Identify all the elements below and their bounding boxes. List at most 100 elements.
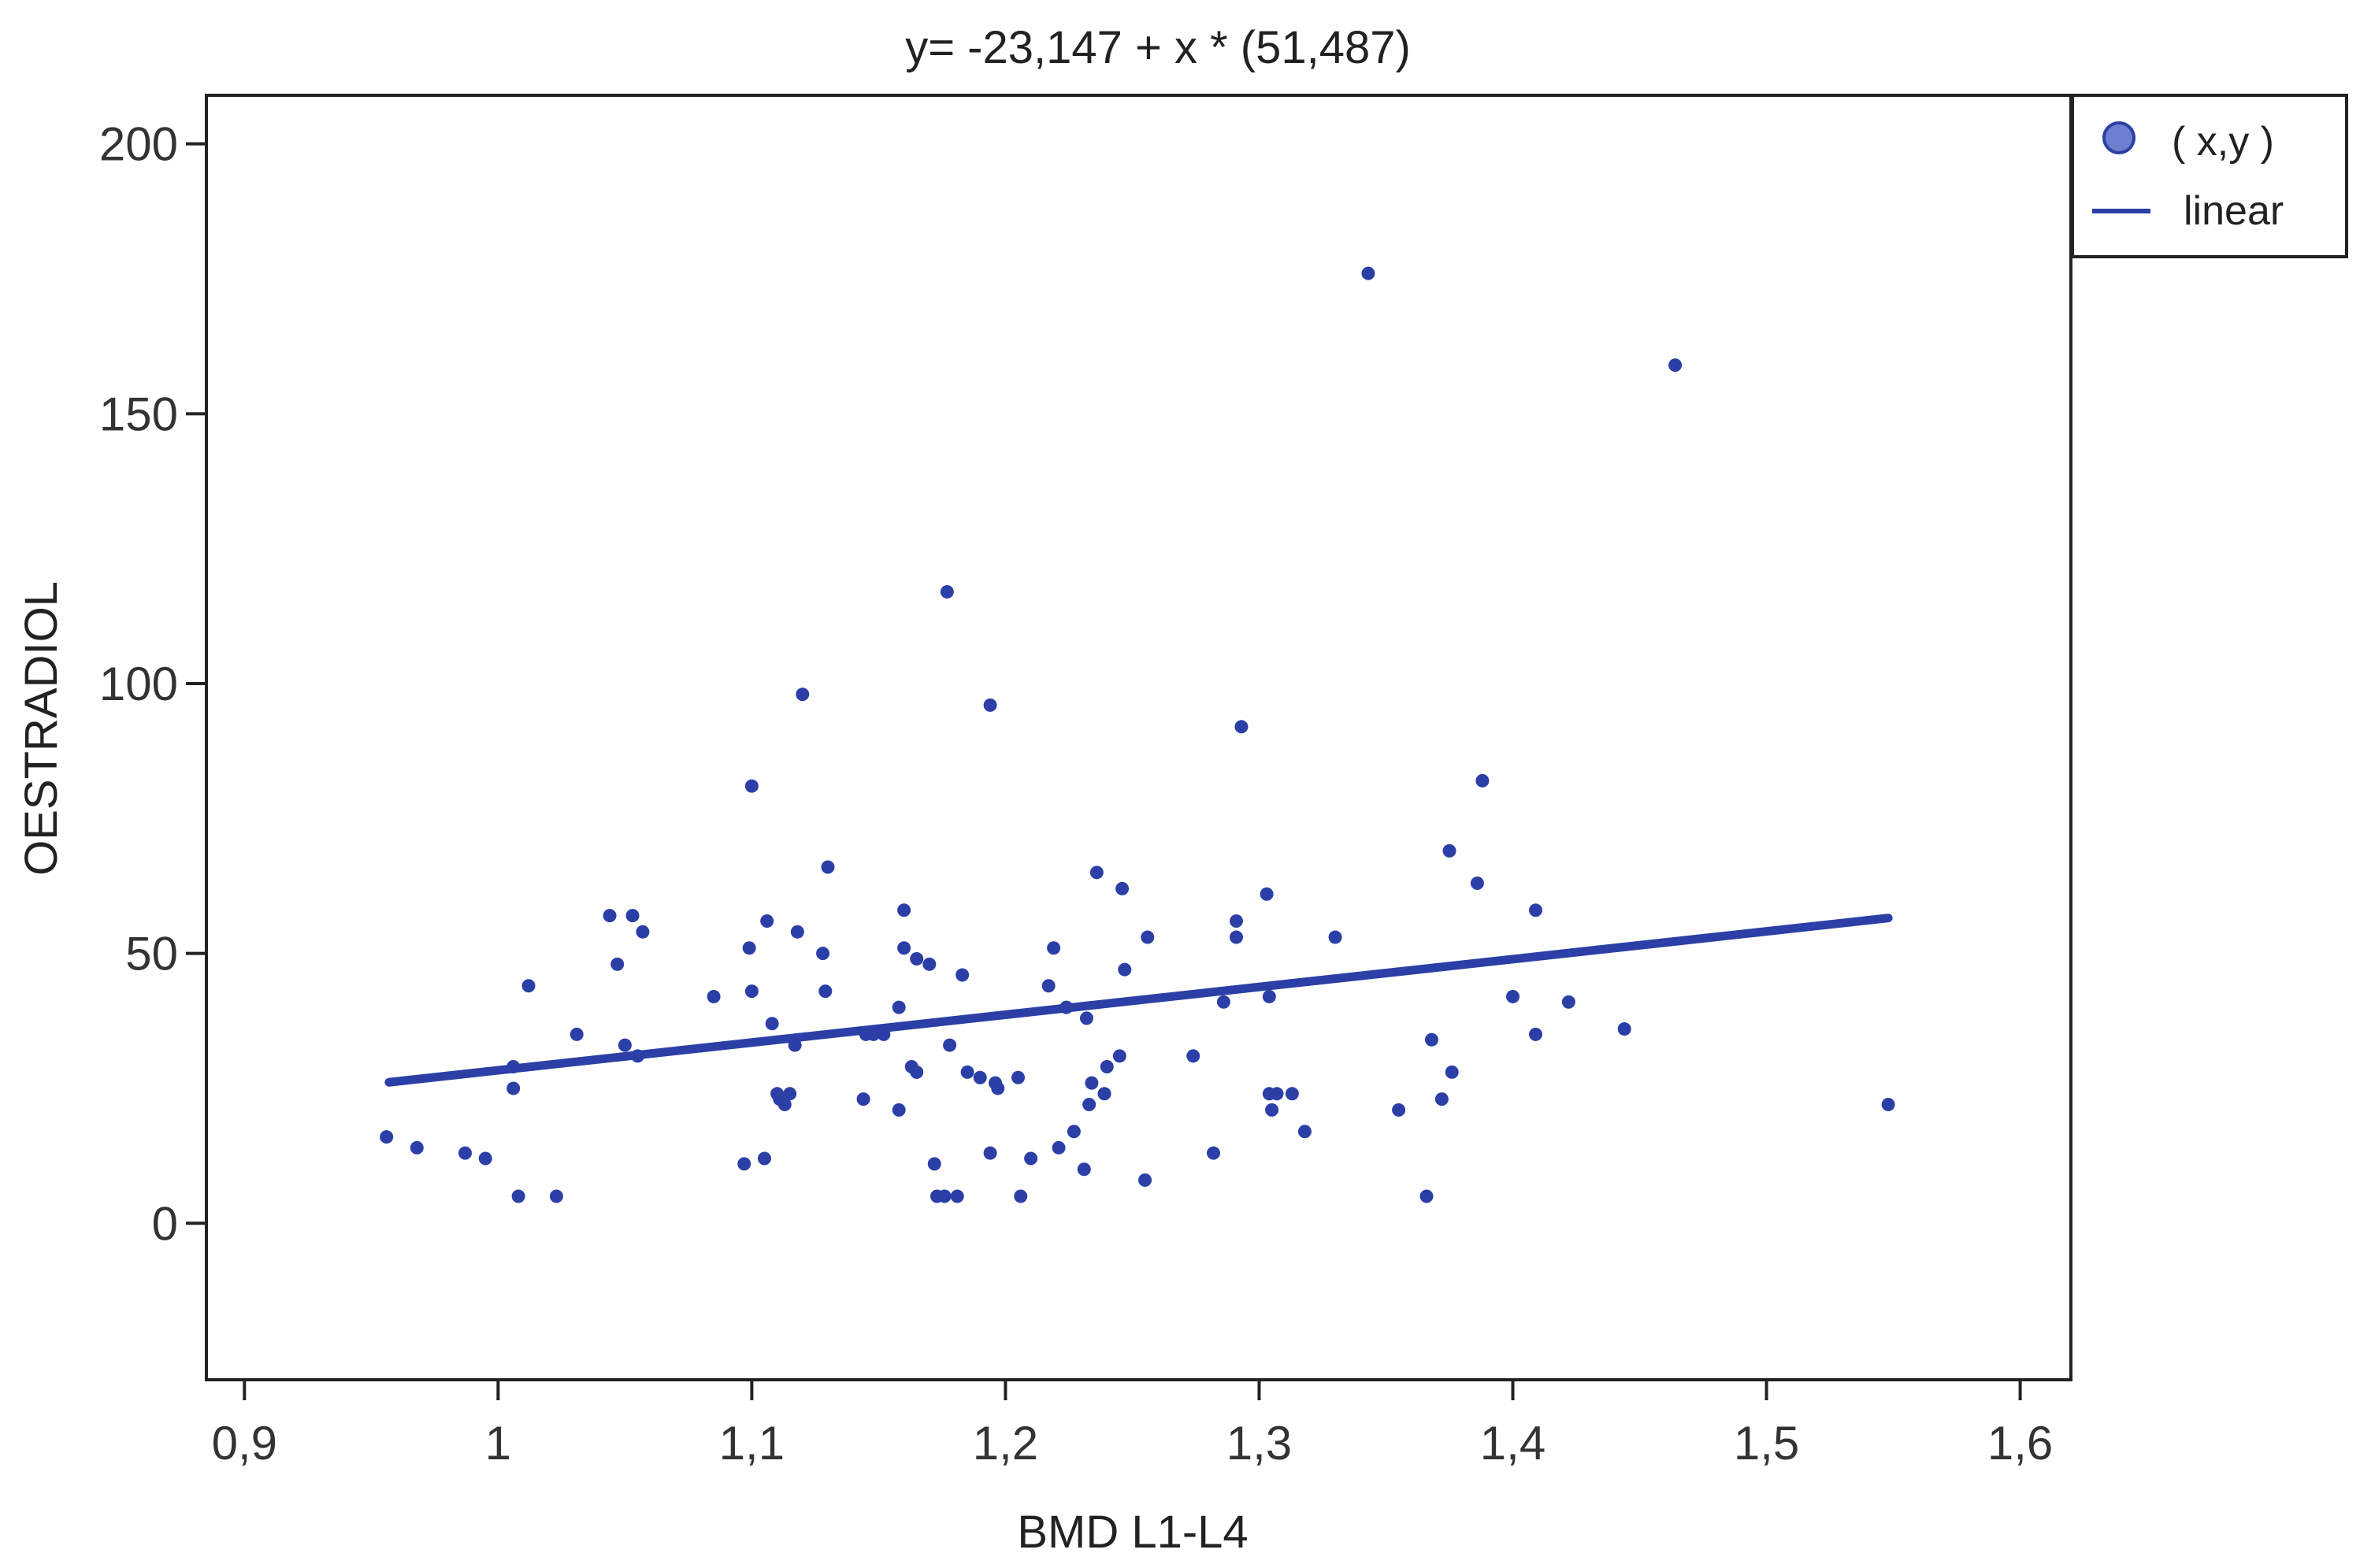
data-point <box>1077 1162 1091 1177</box>
data-point <box>877 1027 891 1041</box>
y-axis-title: OESTRADIOL <box>16 581 67 876</box>
data-point <box>1528 903 1542 917</box>
data-point <box>937 1189 952 1203</box>
data-point <box>1115 881 1130 895</box>
data-point <box>790 925 804 939</box>
data-point <box>707 989 721 1003</box>
data-point <box>1234 720 1249 734</box>
data-point <box>610 957 625 971</box>
data-point <box>1067 1125 1081 1139</box>
data-point <box>1445 1065 1459 1079</box>
data-point <box>777 1098 792 1111</box>
data-point <box>1442 843 1456 858</box>
data-point <box>796 688 810 702</box>
data-point <box>1082 1098 1097 1111</box>
data-point <box>1014 1189 1028 1203</box>
data-point <box>943 1038 957 1052</box>
data-point <box>1434 1092 1449 1106</box>
data-point <box>1216 995 1230 1009</box>
data-point <box>478 1151 492 1166</box>
data-point <box>603 909 617 923</box>
legend-label-linear: linear <box>2184 188 2284 234</box>
data-point <box>866 1027 881 1041</box>
data-point <box>1141 930 1155 944</box>
data-point <box>1506 989 1520 1003</box>
data-point <box>737 1157 751 1171</box>
data-point <box>1052 1140 1066 1155</box>
data-point <box>1361 266 1375 280</box>
data-point <box>1097 1087 1111 1101</box>
data-point <box>940 584 954 599</box>
data-point <box>956 968 970 982</box>
data-point <box>757 1151 771 1166</box>
y-tick-label: 200 <box>99 118 178 171</box>
x-axis-title: BMD L1-L4 <box>1017 1507 1248 1558</box>
data-point <box>507 1060 521 1074</box>
data-point <box>1297 1125 1312 1139</box>
data-point <box>910 951 924 966</box>
data-point <box>760 914 774 928</box>
data-point <box>821 860 835 874</box>
data-point <box>910 1065 924 1079</box>
data-point <box>983 698 997 712</box>
data-point <box>1470 877 1484 891</box>
data-point <box>744 984 759 999</box>
data-point <box>1085 1076 1099 1090</box>
data-point <box>1207 1146 1221 1160</box>
plot-area <box>205 94 2072 1381</box>
x-tick-label: 1 <box>485 1417 511 1470</box>
data-point <box>1011 1070 1026 1084</box>
data-point <box>1229 914 1243 928</box>
x-tick-label: 1,5 <box>1734 1417 1799 1470</box>
data-point <box>765 1017 779 1031</box>
y-tick-label: 0 <box>152 1197 178 1250</box>
data-point <box>1285 1087 1299 1101</box>
data-point <box>1118 962 1132 977</box>
data-point <box>1528 1027 1542 1041</box>
data-point <box>950 1189 964 1203</box>
data-point <box>549 1189 563 1203</box>
data-point <box>458 1146 472 1160</box>
data-point <box>1328 930 1342 944</box>
x-tick-label: 1,2 <box>973 1417 1038 1470</box>
x-tick-label: 1,4 <box>1480 1417 1546 1470</box>
data-point <box>1262 989 1276 1003</box>
data-point <box>1079 1011 1093 1025</box>
y-axis: 0 50 100 150 200 <box>99 118 206 1250</box>
data-point <box>1047 941 1061 955</box>
x-tick-label: 1,1 <box>719 1417 785 1470</box>
data-point <box>818 984 833 999</box>
data-point <box>636 925 650 939</box>
data-point <box>960 1065 974 1079</box>
data-point <box>922 957 937 971</box>
data-point <box>788 1038 802 1052</box>
chart-title: y= -23,147 + x * (51,487) <box>905 22 1411 73</box>
data-point <box>1881 1098 1895 1111</box>
data-point <box>897 941 911 955</box>
x-tick-label: 0,9 <box>212 1417 277 1470</box>
data-point <box>521 979 536 993</box>
data-point <box>618 1038 632 1052</box>
x-tick-label: 1,6 <box>1987 1417 2053 1470</box>
y-tick-label: 150 <box>99 387 178 440</box>
data-point <box>856 1092 870 1106</box>
data-point <box>1270 1087 1284 1101</box>
data-point <box>927 1157 941 1171</box>
data-point <box>1475 773 1490 788</box>
data-point <box>783 1087 797 1101</box>
data-point <box>507 1081 521 1095</box>
x-axis: 0,9 1 1,1 1,2 1,3 1,4 1,5 1,6 <box>212 1380 2053 1470</box>
data-point <box>744 779 759 793</box>
data-point <box>991 1081 1005 1095</box>
data-point <box>742 941 756 955</box>
data-point <box>1041 979 1056 993</box>
y-tick-label: 50 <box>125 928 178 980</box>
data-point <box>1260 887 1274 901</box>
data-point <box>1419 1189 1434 1203</box>
x-tick-label: 1,3 <box>1226 1417 1292 1470</box>
data-point <box>897 903 911 917</box>
data-point <box>511 1189 525 1203</box>
legend-label-points: ( x,y ) <box>2172 119 2274 165</box>
data-point <box>570 1027 584 1041</box>
data-point <box>625 909 640 923</box>
